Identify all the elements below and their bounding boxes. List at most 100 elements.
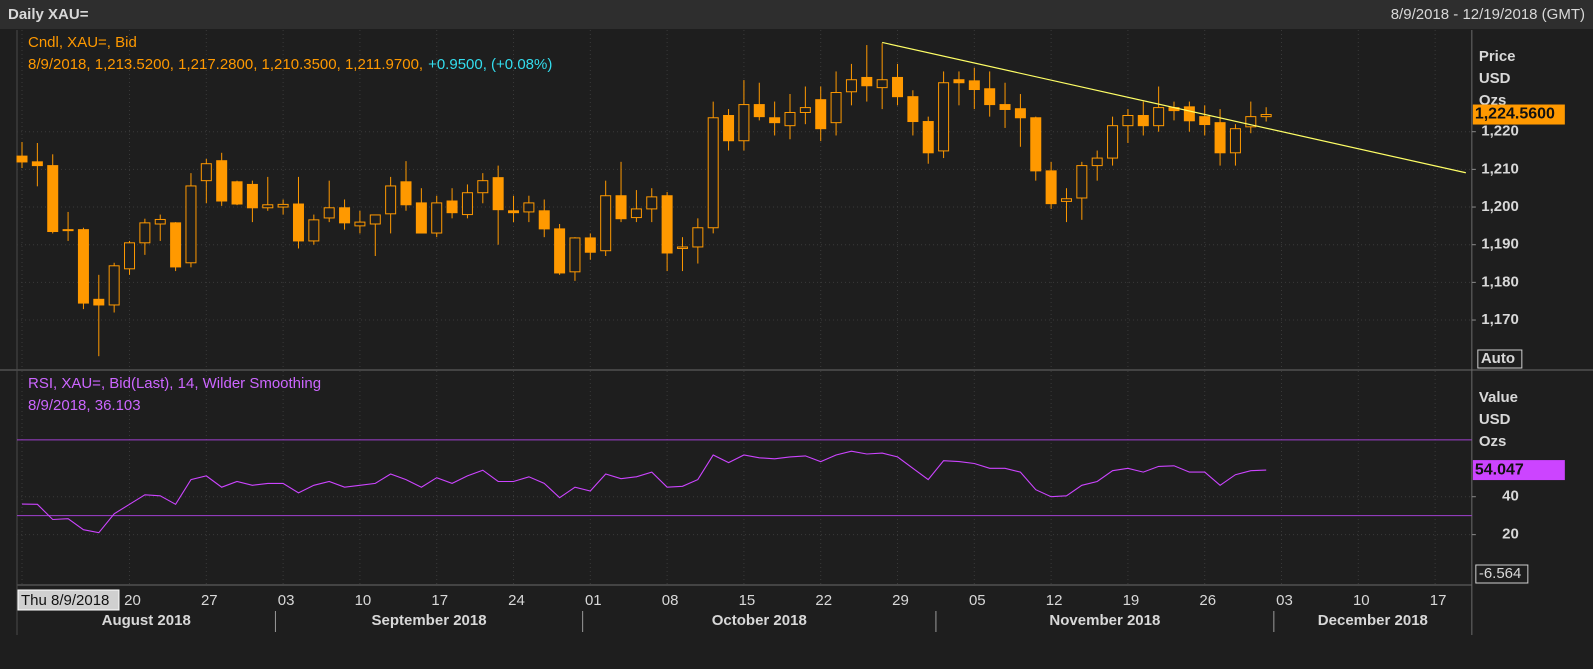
candle-body — [77, 229, 89, 304]
axis-label: Value — [1479, 389, 1518, 406]
axis-label: USD — [1479, 70, 1511, 87]
candle-body — [170, 222, 182, 268]
candle-body — [554, 228, 566, 274]
candle-body — [615, 195, 627, 220]
candle-body — [1060, 198, 1072, 202]
candle-body — [738, 104, 750, 142]
candle-body — [892, 76, 904, 98]
x-tick-label: 19 — [1123, 592, 1140, 609]
candle-body — [1122, 115, 1134, 127]
candle-body — [584, 237, 596, 253]
x-tick-label: 22 — [815, 592, 832, 609]
trend-line — [882, 41, 1466, 174]
x-tick-label: 24 — [508, 592, 525, 609]
x-tick-label: 05 — [969, 592, 986, 609]
candle-body — [185, 185, 197, 264]
candle-body — [292, 203, 304, 242]
y-tick-label: 1,170 — [1481, 311, 1519, 328]
candle-body — [461, 192, 473, 216]
candle-body — [968, 80, 980, 91]
x-tick-label: 29 — [892, 592, 909, 609]
candle-body — [630, 208, 642, 219]
legend-values: 8/9/2018, 36.103 — [28, 397, 141, 414]
rsi-line — [21, 450, 1267, 534]
y-tick-label: 40 — [1502, 488, 1519, 505]
candle-body — [154, 218, 166, 225]
candle-body — [200, 163, 212, 182]
candle-body — [431, 202, 443, 234]
candle-body — [477, 180, 489, 194]
month-label: August 2018 — [102, 612, 191, 629]
x-tick-label: 17 — [431, 592, 448, 609]
x-tick-label: 27 — [201, 592, 218, 609]
candle-body — [845, 79, 857, 93]
candle-body — [124, 242, 136, 270]
candle-body — [1030, 117, 1042, 172]
candle-body — [769, 117, 781, 124]
candle-body — [538, 210, 550, 230]
candle-body — [523, 202, 535, 213]
y-tick-label: 20 — [1502, 526, 1519, 543]
candle-body — [354, 221, 366, 227]
candle-body — [47, 165, 59, 233]
y-tick-label: 1,190 — [1481, 236, 1519, 253]
candle-body — [16, 155, 28, 163]
candle-body — [339, 207, 351, 224]
candle-body — [723, 115, 735, 142]
candle-body — [1107, 125, 1119, 159]
candle-body — [799, 107, 811, 113]
candle-body — [1229, 128, 1241, 154]
axis-label: Price — [1479, 48, 1516, 65]
candle-body — [415, 202, 427, 234]
x-tick-label: Thu 8/9/2018 — [21, 592, 109, 609]
candle-body — [1214, 122, 1226, 154]
candle-body — [661, 195, 673, 254]
axis-min-box — [1475, 564, 1529, 584]
candle-body — [753, 104, 765, 118]
candle-body — [1137, 115, 1149, 127]
x-tick-label: 08 — [662, 592, 679, 609]
candle-body — [676, 246, 688, 249]
month-label: November 2018 — [1049, 612, 1160, 629]
candle-body — [1199, 116, 1211, 126]
legend-change: +0.9500, (+0.08%) — [428, 56, 552, 73]
month-label: October 2018 — [712, 612, 807, 629]
candle-body — [108, 265, 120, 306]
month-label: September 2018 — [372, 612, 487, 629]
candle-body — [446, 200, 458, 214]
x-tick-label: 10 — [1353, 592, 1370, 609]
x-tick-label: 12 — [1046, 592, 1063, 609]
candle-body — [1091, 157, 1103, 167]
auto-button-label[interactable]: Auto — [1481, 350, 1515, 367]
candle-body — [569, 237, 581, 273]
candle-body — [600, 195, 612, 252]
candle-body — [692, 227, 704, 248]
auto-button[interactable] — [1477, 349, 1523, 369]
x-tick-highlight — [17, 589, 120, 611]
candle-body — [922, 121, 934, 154]
last-value-label: 54.047 — [1475, 461, 1524, 478]
legend-name: RSI, XAU=, Bid(Last), 14, Wilder Smoothi… — [28, 375, 321, 392]
x-tick-label: 01 — [585, 592, 602, 609]
last-value-label: 1,224.5600 — [1475, 106, 1555, 123]
y-tick-label: 1,200 — [1481, 198, 1519, 215]
legend-info: 8/9/2018, 1,213.5200, 1,217.2800, 1,210.… — [28, 56, 552, 73]
x-tick-label: 10 — [355, 592, 372, 609]
candle-body — [815, 99, 827, 130]
candle-body — [1245, 116, 1257, 128]
candle-body — [216, 160, 228, 202]
x-tick-label: 17 — [1430, 592, 1447, 609]
candle-body — [1014, 108, 1026, 119]
candle-body — [231, 181, 243, 205]
candle-body — [139, 222, 151, 244]
candle-body — [1045, 170, 1057, 205]
candle-body — [646, 196, 658, 210]
axis-min-label: -6.564 — [1479, 565, 1522, 582]
candle-body — [308, 219, 320, 242]
candle-body — [999, 104, 1011, 110]
candle-body — [246, 183, 258, 209]
legend-values: 8/9/2018, 1,213.5200, 1,217.2800, 1,210.… — [28, 56, 423, 73]
candle-body — [262, 204, 274, 209]
